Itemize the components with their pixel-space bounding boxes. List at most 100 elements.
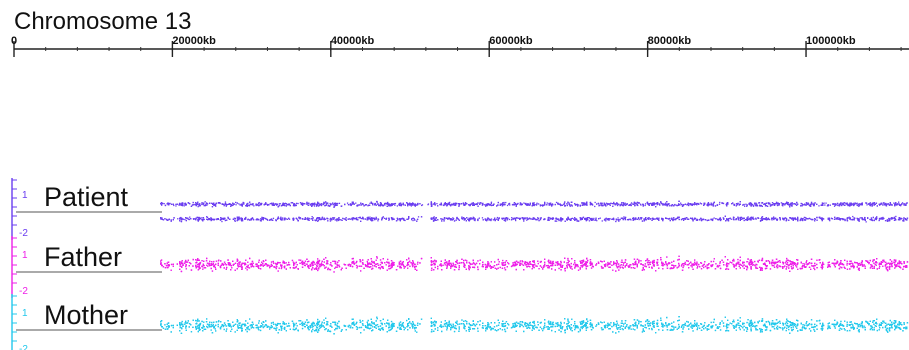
data-point bbox=[229, 203, 231, 205]
data-point bbox=[747, 216, 749, 218]
data-point bbox=[812, 204, 815, 206]
data-point bbox=[875, 202, 877, 204]
data-point bbox=[161, 217, 163, 219]
data-point bbox=[523, 217, 525, 219]
data-point bbox=[321, 218, 323, 220]
data-point bbox=[589, 202, 592, 205]
data-point bbox=[886, 219, 888, 221]
data-point bbox=[586, 219, 589, 221]
data-point bbox=[240, 203, 243, 205]
data-point bbox=[901, 202, 904, 204]
data-point bbox=[341, 219, 343, 221]
data-point bbox=[718, 203, 721, 205]
data-point bbox=[453, 220, 456, 222]
data-point bbox=[739, 218, 742, 220]
data-point bbox=[561, 218, 563, 221]
data-point bbox=[629, 204, 631, 206]
data-point bbox=[903, 219, 905, 221]
data-point bbox=[295, 217, 297, 219]
data-point bbox=[353, 203, 355, 205]
data-point bbox=[589, 204, 592, 206]
data-point bbox=[497, 219, 499, 221]
data-point bbox=[518, 217, 520, 219]
data-point bbox=[332, 218, 335, 220]
data-point bbox=[794, 218, 796, 220]
data-point bbox=[281, 204, 283, 207]
data-point bbox=[797, 219, 799, 221]
data-point bbox=[481, 217, 484, 219]
data-point bbox=[327, 202, 329, 204]
data-point bbox=[464, 203, 466, 206]
data-point bbox=[336, 202, 339, 205]
data-point bbox=[206, 218, 208, 220]
data-point bbox=[745, 219, 747, 221]
data-point bbox=[564, 205, 566, 207]
data-point bbox=[531, 218, 534, 220]
data-point bbox=[771, 219, 773, 221]
data-point bbox=[582, 202, 584, 204]
data-point bbox=[686, 218, 688, 220]
data-point bbox=[347, 218, 349, 220]
data-point bbox=[613, 202, 615, 205]
data-point bbox=[368, 204, 371, 206]
data-point bbox=[645, 219, 647, 221]
data-point bbox=[465, 203, 467, 205]
data-point bbox=[683, 218, 686, 220]
data-point bbox=[842, 202, 844, 204]
data-point bbox=[388, 203, 390, 205]
data-point bbox=[707, 203, 709, 206]
data-point bbox=[743, 203, 745, 206]
data-point bbox=[894, 205, 896, 207]
data-point bbox=[822, 203, 824, 205]
data-point bbox=[398, 204, 400, 206]
data-point bbox=[568, 218, 571, 220]
data-point bbox=[504, 217, 506, 219]
data-point bbox=[728, 218, 730, 220]
data-point bbox=[280, 205, 283, 207]
data-point bbox=[547, 219, 549, 221]
data-point bbox=[392, 203, 394, 205]
data-point bbox=[848, 216, 850, 218]
data-point bbox=[543, 204, 545, 206]
data-point bbox=[624, 218, 626, 221]
data-point bbox=[317, 203, 320, 205]
data-point bbox=[354, 218, 356, 220]
data-point bbox=[678, 203, 680, 205]
data-point bbox=[311, 218, 313, 220]
data-point bbox=[713, 201, 715, 203]
data-point bbox=[539, 217, 542, 219]
data-point bbox=[311, 203, 314, 205]
data-point bbox=[706, 204, 708, 206]
data-point bbox=[903, 204, 905, 206]
data-point bbox=[716, 204, 718, 206]
data-point bbox=[492, 203, 495, 205]
data-point bbox=[227, 217, 229, 220]
data-point bbox=[554, 220, 556, 222]
data-point bbox=[304, 217, 307, 219]
data-point bbox=[860, 204, 862, 206]
data-point bbox=[712, 205, 714, 207]
data-point bbox=[327, 220, 329, 222]
data-point bbox=[385, 217, 388, 219]
data-point bbox=[669, 217, 671, 220]
data-point bbox=[841, 203, 843, 205]
data-point bbox=[684, 217, 686, 219]
data-point bbox=[797, 217, 799, 220]
data-point bbox=[441, 220, 443, 222]
data-point bbox=[563, 202, 565, 205]
data-point bbox=[782, 203, 784, 205]
data-point bbox=[754, 202, 756, 204]
data-point bbox=[506, 217, 508, 220]
data-point bbox=[617, 219, 620, 221]
data-point bbox=[472, 216, 474, 219]
data-point bbox=[236, 219, 238, 222]
data-point bbox=[394, 202, 397, 205]
data-point bbox=[386, 202, 388, 205]
data-point bbox=[267, 203, 269, 206]
data-point bbox=[179, 204, 181, 206]
data-point bbox=[536, 202, 538, 204]
data-point bbox=[843, 202, 845, 204]
data-point bbox=[776, 218, 779, 220]
data-point bbox=[665, 203, 667, 205]
data-point bbox=[345, 217, 347, 219]
